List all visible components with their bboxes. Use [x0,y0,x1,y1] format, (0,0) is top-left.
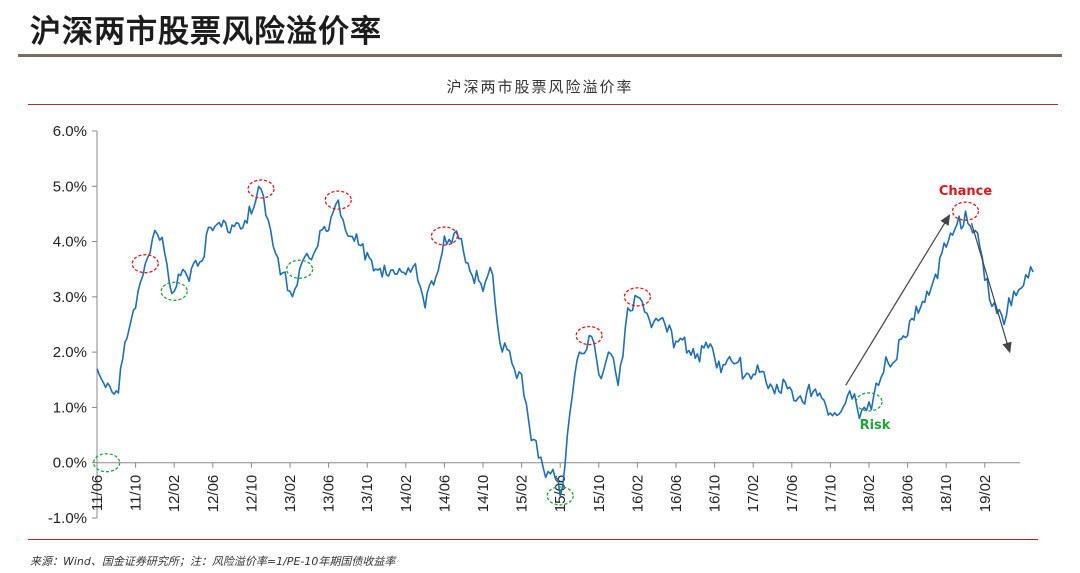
chance-label: Chance [939,184,993,199]
x-tick-label: 18/02 [861,475,878,513]
x-tick-label: 12/02 [166,475,183,513]
peak-circle [430,226,459,246]
x-tick-label: 16/10 [707,475,724,513]
x-tick-label: 19/02 [977,475,994,513]
x-tick-label: 12/06 [205,475,222,513]
y-tick-label: 1.0% [53,399,87,416]
x-tick-label: 11/06 [89,475,106,511]
y-tick-label: 2.0% [53,344,87,361]
title-divider [18,54,1062,57]
x-tick-label: 18/10 [938,475,955,513]
x-tick-label: 15/02 [514,475,531,513]
y-tick-label: 0.0% [53,455,87,472]
page-title: 沪深两市股票风险溢价率 [30,14,382,50]
y-tick-label: 5.0% [53,178,87,195]
trough-circle [546,486,574,506]
trough-circle [93,453,121,473]
series-line-group [96,185,1034,497]
peak-circle [247,179,275,199]
bottom-divider [28,539,1038,540]
x-tick-label: 17/10 [822,475,839,513]
x-tick-label: 14/10 [475,475,492,513]
x-tick-label: 13/06 [321,475,338,513]
chart-title: 沪深两市股票风险溢价率 [446,78,634,96]
x-tick-label: 16/06 [668,475,685,513]
x-tick-label: 14/02 [398,475,415,513]
peak-circle [951,201,980,221]
y-tick-label: 3.0% [53,289,87,306]
x-tick-label: 18/06 [900,475,917,513]
x-tick-label: 13/10 [359,475,376,513]
fall-arrow [970,222,1012,354]
y-tick-label: -1.0% [48,510,87,527]
x-tick-label: 11/10 [128,475,145,511]
peak-circle [131,254,159,274]
source-note: 来源：Wind、国金证券研究所；注：风险溢价率=1/PE-10年期国债收益率 [30,555,396,568]
peak-circle [623,287,652,307]
trough-circle [855,392,883,412]
x-tick-label: 17/06 [784,475,801,513]
x-tick-label: 13/02 [282,475,299,513]
trough-circle [285,259,314,279]
annotations: Chance Risk [93,179,1012,506]
series-line [96,185,1034,497]
chart-title-divider [28,104,1058,105]
x-tick-label: 16/02 [629,475,646,513]
y-tick-label: 4.0% [53,234,87,251]
x-tick-label: 15/10 [591,475,608,513]
risk-label: Risk [860,418,891,433]
peak-circle [324,190,352,210]
x-tick-label: 14/06 [436,475,453,513]
axes: 6.0% 5.0% 4.0% 3.0% 2.0% 1.0% 0.0% -1.0%11/06 11… [48,123,1020,527]
y-tick-label: 6.0% [53,123,87,140]
trough-circle [160,281,188,301]
x-tick-label: 17/02 [745,475,762,513]
x-tick-label: 12/10 [243,475,260,513]
peak-circle [575,325,603,346]
rise-arrow [845,214,951,386]
